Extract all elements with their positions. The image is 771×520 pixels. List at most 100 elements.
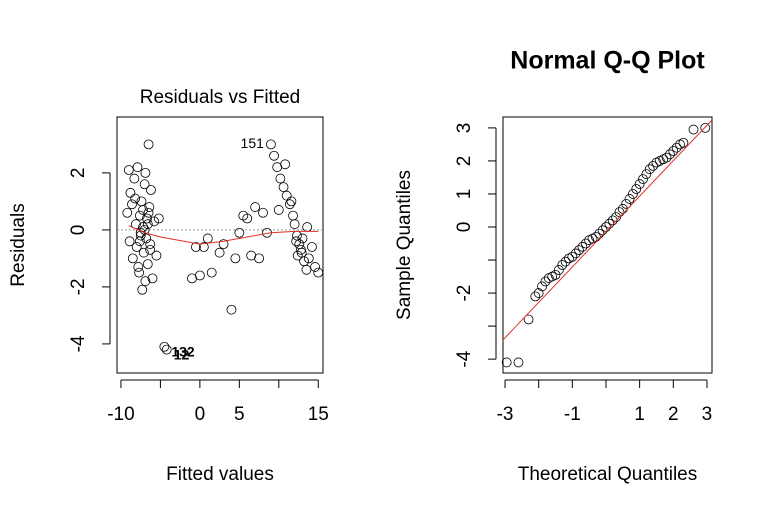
point: [138, 205, 148, 215]
point: [301, 264, 312, 275]
point: [138, 247, 149, 258]
point: [254, 253, 264, 264]
x-tick-label: 15: [308, 404, 329, 425]
point: [145, 239, 156, 250]
point: [131, 242, 142, 252]
point: [530, 291, 541, 302]
point-label: 151: [241, 135, 265, 151]
point: [533, 288, 544, 298]
point: [124, 236, 135, 247]
point: [297, 233, 308, 244]
point: [191, 242, 201, 252]
point: [303, 253, 314, 264]
point: [218, 239, 229, 250]
point: [134, 210, 145, 221]
point: [273, 205, 284, 215]
point-label: 132: [171, 343, 195, 359]
point: [284, 199, 295, 210]
point: [127, 199, 137, 210]
point: [580, 238, 591, 249]
point: [665, 149, 675, 160]
point: [159, 341, 170, 352]
point: [553, 265, 564, 275]
point: [638, 174, 648, 185]
point: [557, 260, 568, 270]
point: [661, 152, 672, 163]
x-tick-label: -1: [564, 404, 581, 425]
y-tick-label: 1: [454, 189, 475, 200]
x-axis-label: Theoretical Quantiles: [518, 464, 698, 485]
plot-box: [502, 116, 713, 374]
y-tick-label: 2: [68, 168, 89, 179]
point: [206, 267, 217, 278]
point: [198, 242, 209, 252]
point: [146, 185, 156, 195]
point: [523, 314, 534, 325]
point: [145, 244, 156, 255]
point: [143, 139, 154, 150]
point: [133, 262, 144, 272]
point: [194, 270, 205, 281]
point: [142, 259, 153, 270]
x-tick-label: 0: [195, 404, 206, 425]
point: [266, 139, 276, 150]
point: [149, 216, 159, 227]
y-axis-label: Sample Quantiles: [394, 170, 415, 320]
point: [214, 247, 225, 258]
y-tick-label: -4: [454, 350, 475, 367]
x-tick-label: 2: [668, 404, 679, 425]
point: [513, 357, 524, 368]
point: [142, 219, 153, 230]
point: [688, 124, 699, 135]
point: [570, 248, 581, 259]
point: [628, 189, 638, 199]
point: [130, 193, 141, 204]
point: [132, 162, 143, 173]
point: [143, 207, 154, 218]
x-tick-label: 1: [634, 404, 645, 425]
point: [139, 179, 150, 190]
point: [123, 165, 134, 175]
point: [634, 179, 645, 189]
lowess-line: [128, 225, 319, 245]
point: [275, 173, 286, 184]
point: [127, 253, 138, 264]
point: [574, 245, 584, 256]
point: [296, 244, 306, 255]
y-tick-label: 2: [454, 156, 475, 167]
y-axis-label: Residuals: [8, 203, 29, 286]
point: [648, 160, 659, 171]
point: [537, 281, 547, 292]
point: [134, 236, 145, 247]
point: [278, 182, 289, 193]
y-tick-label: -4: [68, 335, 89, 352]
point: [307, 242, 317, 252]
point: [137, 284, 148, 295]
point: [671, 142, 682, 153]
point: [560, 256, 571, 267]
point: [641, 169, 652, 180]
point-label: 12: [174, 346, 190, 362]
point: [624, 194, 635, 204]
point: [280, 159, 291, 170]
y-tick-label: 3: [454, 123, 475, 134]
point: [142, 213, 152, 224]
point: [269, 150, 279, 161]
point: [310, 262, 321, 272]
y-tick-label: -2: [454, 285, 475, 302]
point: [567, 251, 578, 262]
point: [151, 250, 162, 261]
point: [230, 253, 241, 264]
point: [621, 198, 632, 209]
chart-title: Residuals vs Fitted: [140, 87, 301, 108]
point: [700, 123, 711, 133]
point: [144, 202, 155, 212]
plot-box: [116, 116, 324, 374]
point: [631, 184, 642, 194]
x-tick-label: -10: [107, 404, 134, 425]
point: [234, 227, 245, 238]
point: [134, 267, 144, 278]
point: [292, 250, 303, 261]
